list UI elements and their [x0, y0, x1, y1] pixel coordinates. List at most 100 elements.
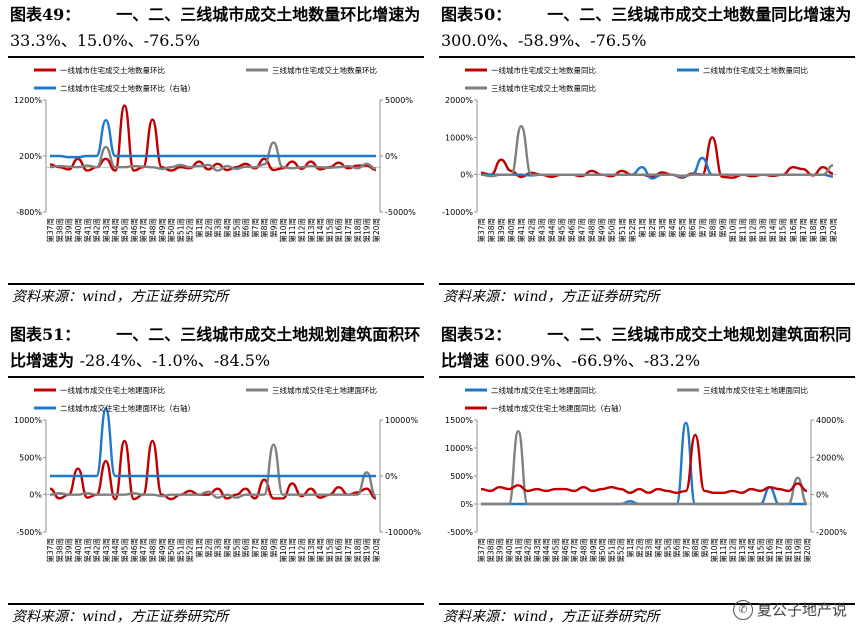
- x-tick-label: 第38周: [485, 538, 495, 563]
- x-tick-label: 第41周: [82, 218, 92, 243]
- x-tick-label: 第16周: [334, 218, 344, 243]
- x-tick-label: 第6周: [241, 218, 251, 238]
- x-tick-label: 第16周: [765, 538, 775, 563]
- x-tick-label: 第9周: [269, 538, 279, 558]
- x-tick-label: 第47周: [577, 218, 587, 243]
- x-tick-label: 第52周: [185, 218, 195, 243]
- x-tick-label: 第4周: [653, 538, 663, 558]
- x-tick-label: 第10周: [709, 538, 719, 563]
- top-rule: [8, 56, 424, 58]
- x-tick-label: 第13周: [737, 538, 747, 563]
- series-line: [49, 118, 376, 159]
- legend-label: 二线城市成交住宅土地建面环比（右轴）: [60, 403, 195, 413]
- legend-label: 二线城市住宅成交土地数量同比: [703, 65, 808, 75]
- x-tick-label: 第51周: [175, 538, 185, 563]
- x-tick-label: 第44周: [546, 218, 556, 243]
- tick-label-right: 2000%: [816, 453, 844, 462]
- x-tick-label: 第42周: [92, 218, 102, 243]
- tick-label-left: 2000%: [445, 96, 473, 105]
- tick-label-left: 1000%: [14, 416, 42, 425]
- series-line: [49, 141, 377, 172]
- x-tick-label: 第43周: [101, 218, 111, 243]
- x-tick-label: 第11周: [718, 538, 728, 563]
- x-tick-label: 第5周: [231, 218, 241, 238]
- legend-label: 一线城市成交住宅土地建面环比: [60, 385, 165, 395]
- tick-label-left: 0%: [460, 500, 473, 509]
- figure-title-text: 一、二、三线城市成交土地数量同比增速为: [547, 5, 852, 24]
- figure-number: 图表50：: [441, 5, 512, 24]
- x-tick-label: 第8周: [259, 218, 269, 238]
- x-tick-label: 第37周: [476, 218, 486, 243]
- series-line: [481, 430, 808, 506]
- x-tick-label: 第1周: [194, 218, 204, 238]
- x-tick-label: 第13周: [306, 218, 316, 243]
- x-tick-label: 第40周: [73, 538, 83, 563]
- x-tick-label: 第1周: [625, 538, 635, 558]
- x-tick-label: 第44周: [110, 218, 120, 243]
- x-tick-label: 第48周: [578, 538, 588, 563]
- x-tick-label: 第43周: [536, 218, 546, 243]
- figure-title-values: 300.0%、-58.9%、-76.5%: [441, 31, 647, 50]
- x-tick-label: 第3周: [644, 538, 654, 558]
- x-tick-label: 第49周: [588, 538, 598, 563]
- x-tick-label: 第49周: [157, 218, 167, 243]
- x-tick-label: 第37周: [476, 538, 486, 563]
- figure-title: 图表49： 一、二、三线城市成交土地数量环比增速为 33.3%、15.0%、-76…: [10, 2, 422, 54]
- x-tick-label: 第48周: [147, 218, 157, 243]
- x-tick-label: 第49周: [597, 218, 607, 243]
- x-tick-label: 第20周: [802, 538, 812, 563]
- x-tick-label: 第50周: [597, 538, 607, 563]
- legend-label: 三线城市成交住宅土地建面环比: [272, 385, 377, 395]
- x-tick-label: 第16周: [788, 218, 798, 243]
- tick-label-right: 0%: [385, 472, 398, 481]
- x-tick-label: 第12周: [296, 218, 306, 243]
- legend-label: 一线城市住宅成交土地数量环比: [60, 65, 165, 75]
- bottom-rule: [8, 283, 424, 285]
- x-tick-label: 第2周: [634, 538, 644, 558]
- figure-title-text: 一、二、三线城市成交土地数量环比增速为: [116, 5, 421, 24]
- x-tick-label: 第44周: [110, 538, 120, 563]
- x-tick-label: 第46周: [567, 218, 577, 243]
- x-tick-label: 第10周: [727, 218, 737, 243]
- figure-52: 图表52： 一、二、三线城市成交土地规划建筑面积同比增速 600.9%、-66.9…: [431, 320, 859, 640]
- legend-label: 二线城市住宅成交土地数量环比（右轴）: [60, 83, 195, 93]
- tick-label-left: 0%: [29, 491, 42, 500]
- x-tick-label: 第39周: [64, 218, 74, 243]
- x-tick-label: 第41周: [82, 538, 92, 563]
- x-tick-label: 第39周: [64, 538, 74, 563]
- x-tick-label: 第3周: [213, 218, 223, 238]
- x-tick-label: 第11周: [287, 218, 297, 243]
- tick-label-left: -800%: [16, 208, 42, 217]
- figure-number: 图表51：: [10, 325, 81, 344]
- x-tick-label: 第11周: [737, 218, 747, 243]
- x-tick-label: 第46周: [129, 218, 139, 243]
- legend-label: 三线城市成交住宅土地建面同比: [703, 385, 808, 395]
- figure-title-values: -28.4%、-1.0%、-84.5%: [79, 351, 271, 370]
- x-tick-label: 第42周: [523, 538, 533, 563]
- x-tick-label: 第39周: [495, 538, 505, 563]
- x-tick-label: 第38周: [54, 538, 64, 563]
- x-tick-label: 第47周: [138, 218, 148, 243]
- figure-title: 图表50： 一、二、三线城市成交土地数量同比增速为 300.0%、-58.9%、-…: [441, 2, 853, 54]
- tick-label-left: -500%: [447, 528, 473, 537]
- x-tick-label: 第17周: [774, 538, 784, 563]
- x-tick-label: 第3周: [657, 218, 667, 238]
- x-tick-label: 第37周: [45, 218, 55, 243]
- legend-label: 一线城市住宅成交土地数量同比: [491, 65, 596, 75]
- x-tick-label: 第7周: [250, 218, 260, 238]
- figure-title-text: 一、二、三线城市成交土地规划建筑面积环比增速为: [10, 325, 421, 370]
- x-tick-label: 第6周: [241, 538, 251, 558]
- x-tick-label: 第12周: [296, 538, 306, 563]
- source-note: 资料来源：wind，方正证券研究所: [12, 609, 229, 625]
- x-tick-label: 第20周: [828, 218, 838, 243]
- bottom-rule: [439, 283, 855, 285]
- x-tick-label: 第14周: [315, 218, 325, 243]
- top-rule: [439, 376, 855, 378]
- x-tick-label: 第20周: [371, 538, 381, 563]
- x-tick-label: 第52周: [627, 218, 637, 243]
- x-tick-label: 第17周: [343, 538, 353, 563]
- x-tick-label: 第15周: [324, 538, 334, 563]
- x-tick-label: 第39周: [496, 218, 506, 243]
- x-tick-label: 第45周: [551, 538, 561, 563]
- figure-title: 图表52： 一、二、三线城市成交土地规划建筑面积同比增速 600.9%、-66.9…: [441, 322, 853, 374]
